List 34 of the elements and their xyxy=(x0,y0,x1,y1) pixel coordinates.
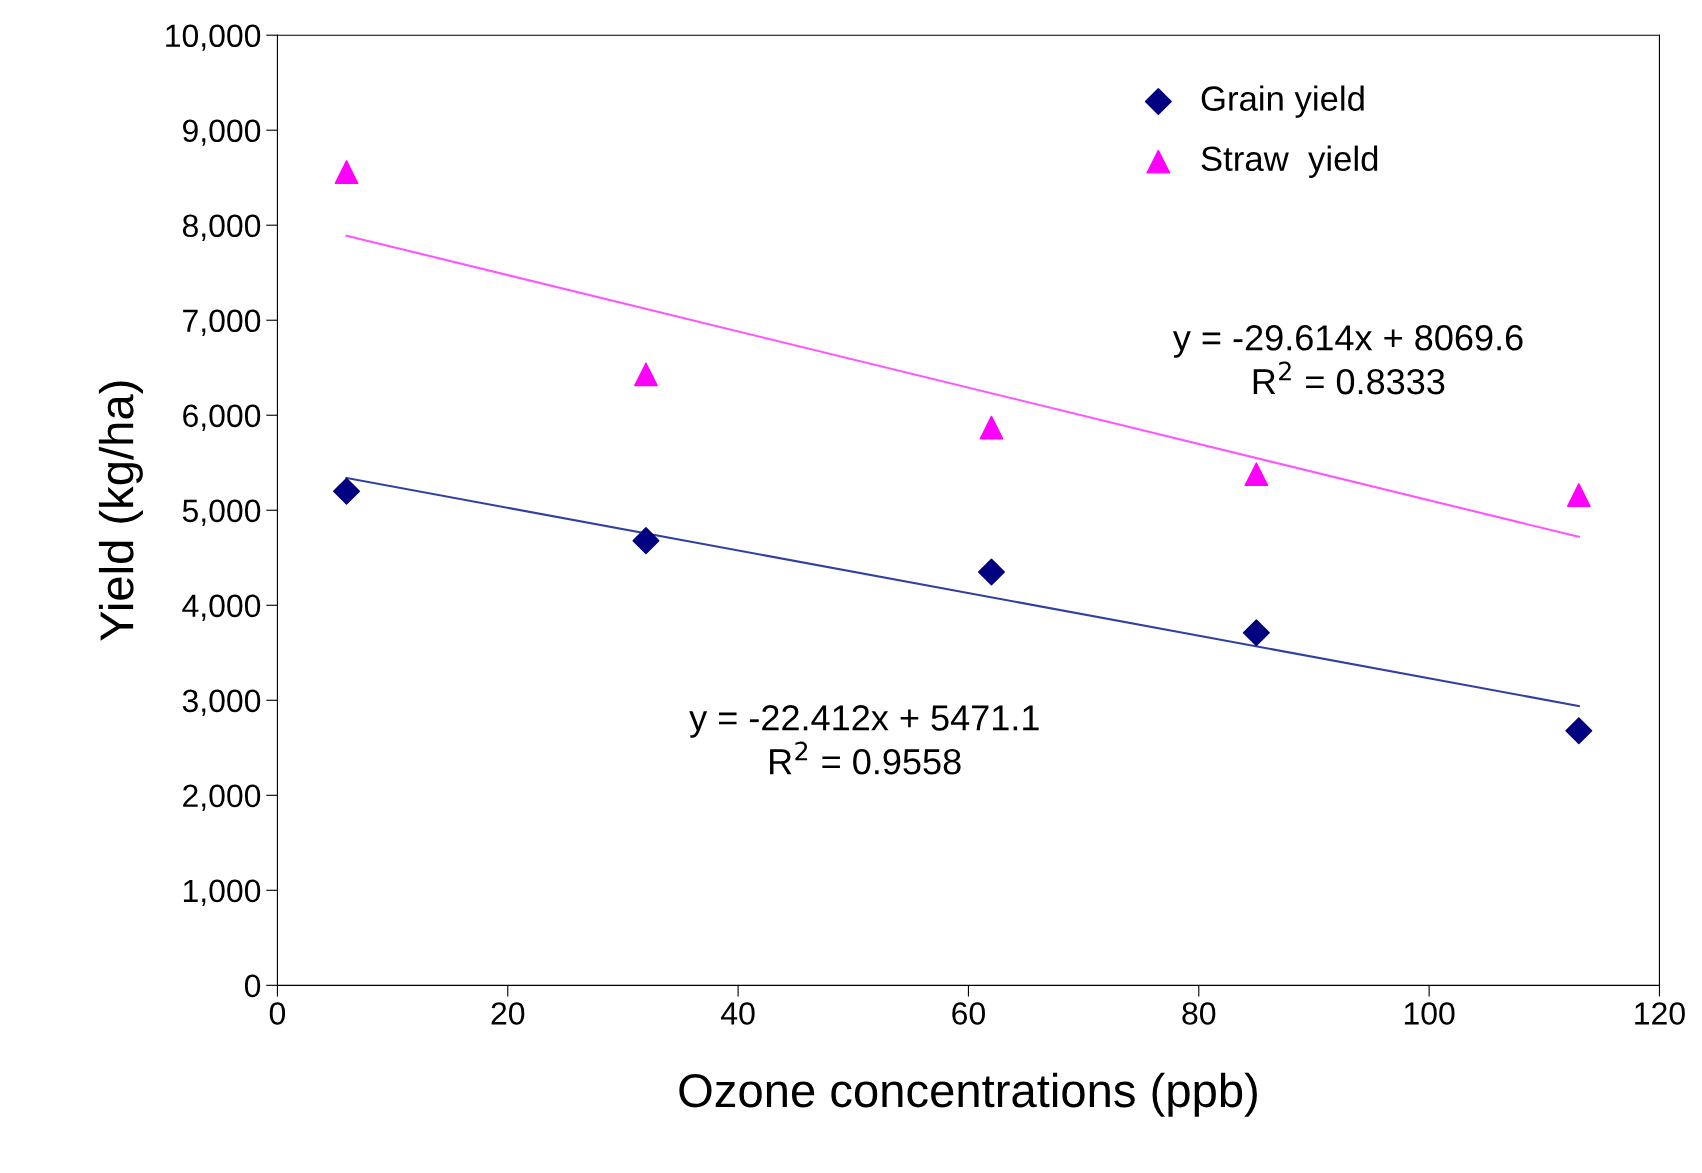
y-tick-label: 4,000 xyxy=(182,594,261,621)
y-tick-label: 3,000 xyxy=(182,689,261,716)
x-tick-label: 0 xyxy=(269,1002,286,1025)
point xyxy=(334,160,359,184)
y-tick-label: 10,000 xyxy=(166,24,261,51)
x-tick-label: 20 xyxy=(491,1002,525,1025)
x-tick-label: 100 xyxy=(1404,1002,1455,1025)
x-tick-label: 60 xyxy=(952,1002,985,1025)
point xyxy=(1565,717,1593,745)
point xyxy=(977,558,1005,586)
y-tick-label: 8,000 xyxy=(182,214,261,241)
x-tick-label: 120 xyxy=(1635,1002,1685,1025)
point xyxy=(1242,619,1270,647)
y-tick-label: 2,000 xyxy=(183,784,261,811)
y-axis-title: Yield (kg/ha) xyxy=(98,381,143,641)
x-tick-label: 80 xyxy=(1182,1002,1216,1025)
annotation: y = -22.412x + 5471.1 R$^{2}$ = 0.9558 xyxy=(689,705,1039,775)
point xyxy=(1566,483,1591,507)
x-axis-title: Ozone concentrations (ppb) xyxy=(679,1072,1257,1117)
y-tick-label: 9,000 xyxy=(183,119,261,146)
annotation: y = -29.614x + 8069.6 R$^{2}$ = 0.8333 xyxy=(1172,325,1523,395)
y-tick-label: 0 xyxy=(244,974,261,998)
y-tick-label: 7,000 xyxy=(183,309,261,336)
legend-label: Grain yield xyxy=(1201,85,1364,118)
point xyxy=(333,477,361,505)
point xyxy=(634,362,658,387)
y-tick-label: 5,000 xyxy=(182,499,261,526)
y-tick-label: 1,000 xyxy=(183,879,261,906)
point xyxy=(1244,462,1269,487)
y-tick-label: 6,000 xyxy=(183,404,261,431)
x-tick-label: 40 xyxy=(721,1002,755,1025)
point xyxy=(632,527,660,555)
legend-label: Straw yield xyxy=(1201,145,1378,178)
point xyxy=(979,415,1004,440)
